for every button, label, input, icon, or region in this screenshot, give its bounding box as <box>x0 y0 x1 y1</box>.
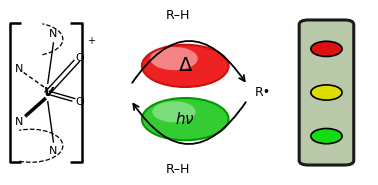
Text: R–H: R–H <box>166 9 190 22</box>
Text: N: N <box>49 29 57 39</box>
Circle shape <box>150 47 198 70</box>
Circle shape <box>152 101 195 122</box>
Text: N: N <box>15 64 24 74</box>
Text: N: N <box>49 146 57 156</box>
Text: $h\nu$: $h\nu$ <box>175 111 195 127</box>
Circle shape <box>311 85 342 100</box>
Text: R–H: R–H <box>166 163 190 176</box>
Text: $\Delta$: $\Delta$ <box>178 56 193 75</box>
Text: O: O <box>75 97 84 107</box>
Text: N: N <box>15 117 24 127</box>
Circle shape <box>142 98 229 140</box>
FancyBboxPatch shape <box>299 20 354 165</box>
Text: R•: R• <box>254 86 271 99</box>
Text: O: O <box>75 53 84 63</box>
Text: V: V <box>43 86 53 99</box>
Circle shape <box>142 45 229 87</box>
Text: +: + <box>87 36 95 46</box>
Circle shape <box>311 41 342 56</box>
Circle shape <box>311 129 342 144</box>
